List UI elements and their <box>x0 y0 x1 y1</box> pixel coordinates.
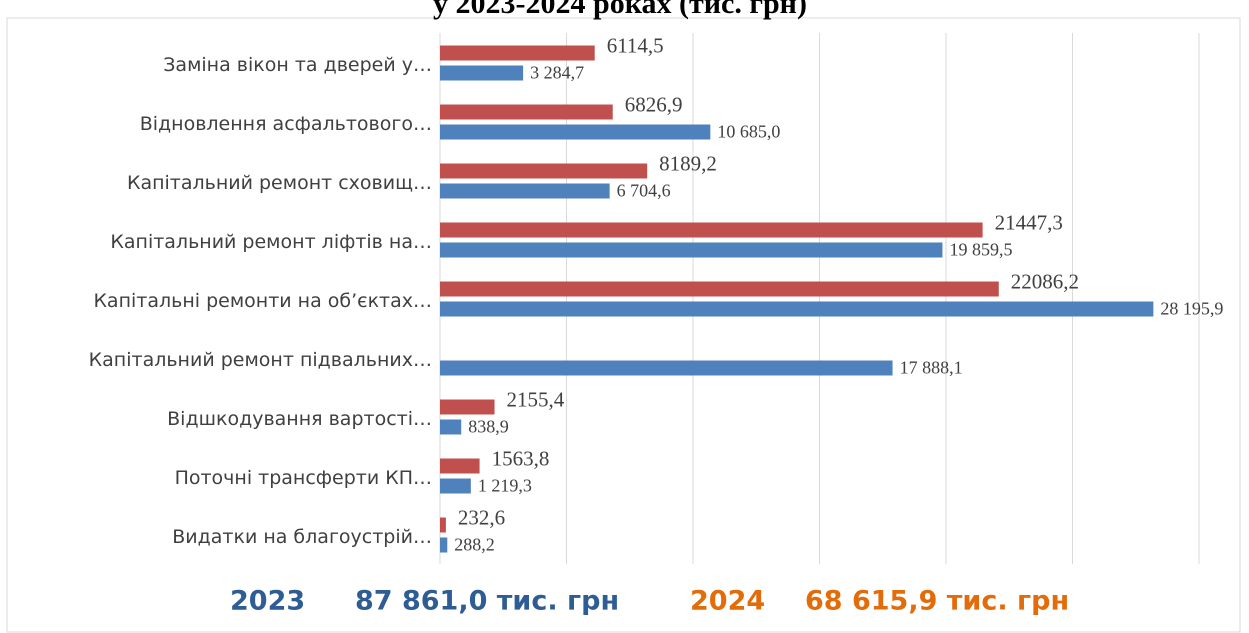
category-label: Заміна вікон та дверей у… <box>163 54 432 76</box>
bar <box>440 242 943 258</box>
data-label: 19 859,5 <box>949 240 1012 260</box>
category-label: Поточні трансферти КП… <box>175 467 432 489</box>
data-label: 6826,9 <box>625 92 683 116</box>
bar <box>440 419 462 435</box>
footer-year: 2024 <box>690 586 765 617</box>
bar <box>440 65 524 81</box>
category-label: Видатки на благоустрій… <box>172 526 432 548</box>
footer-total: 87 861,0 тис. грн <box>355 586 619 617</box>
bar <box>440 183 610 199</box>
bar <box>440 517 446 533</box>
data-label: 6114,5 <box>607 33 664 57</box>
chart-frame <box>6 17 1241 633</box>
category-label: Капітальний ремонт підвальних… <box>89 349 432 371</box>
bar <box>440 399 495 415</box>
bar <box>440 478 471 494</box>
category-label: Капітальний ремонт сховищ… <box>127 172 432 194</box>
data-label: 21447,3 <box>995 210 1063 234</box>
category-label: Відновлення асфальтового… <box>140 113 432 135</box>
bar <box>440 45 595 61</box>
category-label: Відшкодування вартості… <box>167 408 432 430</box>
data-label: 22086,2 <box>1011 269 1079 293</box>
data-label: 1563,8 <box>492 446 550 470</box>
bar <box>440 281 999 297</box>
data-label: 3 284,7 <box>530 63 584 83</box>
data-label: 10 685,0 <box>717 122 780 142</box>
bar <box>440 163 648 179</box>
footer-total: 68 615,9 тис. грн <box>805 586 1069 617</box>
bar <box>440 222 983 238</box>
bar <box>440 537 448 553</box>
bar <box>440 360 893 376</box>
bar <box>440 458 480 474</box>
data-label: 8189,2 <box>659 151 717 175</box>
data-label: 288,2 <box>454 535 495 555</box>
bar <box>440 124 711 140</box>
data-label: 232,6 <box>458 505 505 529</box>
data-label: 2155,4 <box>507 387 565 411</box>
data-label: 6 704,6 <box>617 181 671 201</box>
footer-year: 2023 <box>230 586 305 617</box>
category-label: Капітальні ремонти на об’єктах… <box>93 290 432 312</box>
category-label: Капітальний ремонт ліфтів на… <box>110 231 432 253</box>
data-label: 838,9 <box>468 417 509 437</box>
data-label: 17 888,1 <box>900 358 963 378</box>
bar <box>440 301 1154 317</box>
chart-title: у 2023-2024 роках (тис. грн) <box>433 0 807 20</box>
bar <box>440 104 613 120</box>
data-label: 1 219,3 <box>478 476 532 496</box>
data-label: 28 195,9 <box>1160 299 1223 319</box>
